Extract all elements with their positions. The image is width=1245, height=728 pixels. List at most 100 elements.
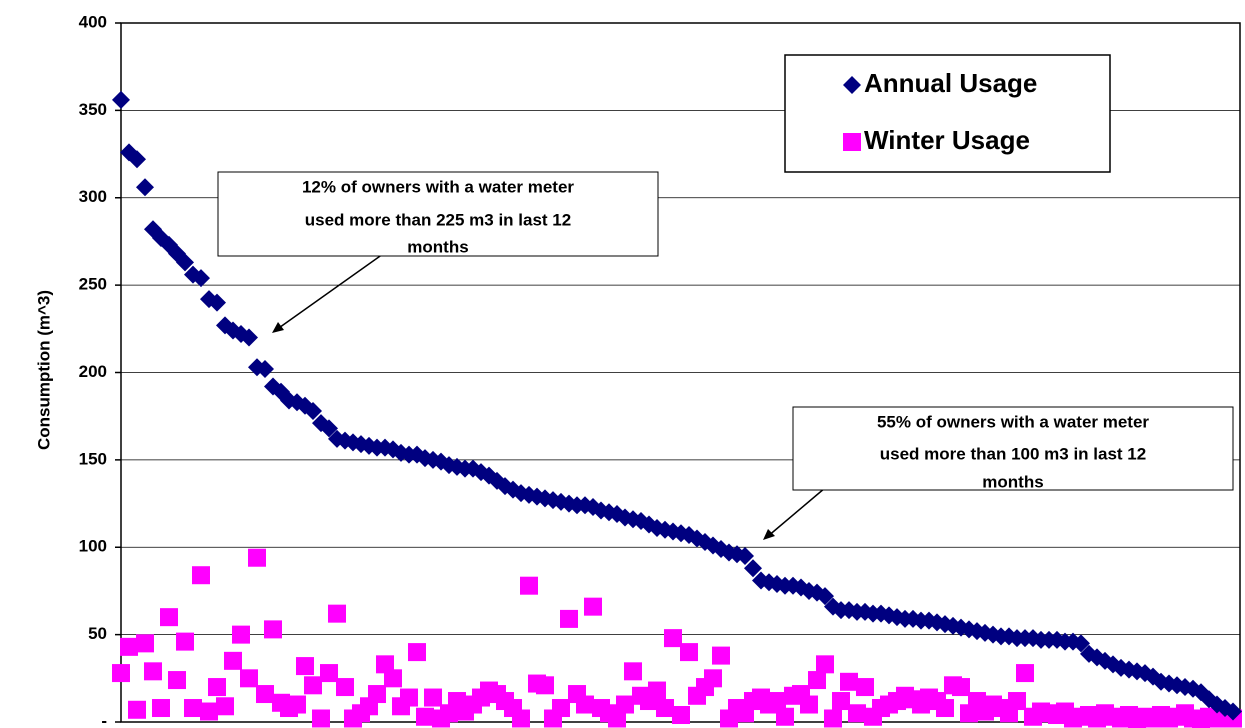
- square-marker: [552, 699, 570, 718]
- square-marker: [224, 651, 242, 670]
- y-tick-label: 350: [79, 100, 107, 119]
- square-marker: [424, 688, 442, 707]
- square-marker: [704, 669, 722, 688]
- annotation-text: 12% of owners with a water meter: [302, 177, 574, 196]
- legend-label: Winter Usage: [864, 125, 1030, 155]
- y-tick-label: 100: [79, 537, 107, 556]
- y-tick-label: 250: [79, 275, 107, 294]
- square-marker: [576, 695, 594, 714]
- diamond-marker: [843, 76, 861, 94]
- square-marker: [800, 695, 818, 714]
- square-marker: [664, 629, 682, 648]
- diamond-marker: [136, 178, 154, 197]
- square-marker: [288, 695, 306, 714]
- square-marker: [336, 678, 354, 697]
- diamond-marker: [208, 293, 226, 312]
- annotation-text: months: [982, 472, 1043, 491]
- square-marker: [216, 697, 234, 716]
- square-marker: [112, 664, 130, 683]
- square-marker: [843, 133, 861, 151]
- legend-label: Annual Usage: [864, 68, 1037, 98]
- square-marker: [328, 604, 346, 623]
- annotation-box: [792, 406, 1234, 491]
- square-marker: [824, 709, 842, 728]
- annotation-text: used more than 225 m3 in last 12: [305, 210, 571, 229]
- square-marker: [808, 671, 826, 690]
- annotation-text: used more than 100 m3 in last 12: [880, 444, 1146, 463]
- square-marker: [256, 685, 274, 704]
- square-marker: [208, 678, 226, 697]
- square-marker: [512, 709, 530, 728]
- square-marker: [200, 702, 218, 721]
- square-marker: [584, 597, 602, 616]
- square-marker: [408, 643, 426, 662]
- square-marker: [192, 566, 210, 585]
- diamond-marker: [304, 401, 322, 420]
- square-marker: [176, 632, 194, 651]
- square-marker: [560, 609, 578, 628]
- square-marker: [680, 643, 698, 662]
- diamond-marker: [816, 587, 834, 606]
- annotation-arrow: [275, 253, 384, 331]
- y-tick-label: 400: [79, 12, 107, 31]
- y-tick-label: 150: [79, 449, 107, 468]
- diamond-marker: [320, 419, 338, 438]
- square-marker: [672, 706, 690, 725]
- y-tick-label: 200: [79, 362, 107, 381]
- square-marker: [616, 695, 634, 714]
- square-marker: [240, 669, 258, 688]
- square-marker: [840, 672, 858, 691]
- annotation-arrow: [766, 487, 826, 538]
- square-marker: [848, 704, 866, 723]
- square-marker: [768, 692, 786, 711]
- annotation-arrowhead: [763, 529, 775, 540]
- legend-box: [784, 54, 1111, 173]
- square-marker: [384, 669, 402, 688]
- diamond-marker: [112, 90, 130, 109]
- diamond-marker: [240, 328, 258, 347]
- square-marker: [304, 676, 322, 695]
- square-marker: [120, 637, 138, 656]
- square-marker: [368, 685, 386, 704]
- square-marker: [152, 699, 170, 718]
- square-marker: [232, 625, 250, 644]
- diamond-marker: [128, 150, 146, 169]
- y-axis-label: Consumption (m^3): [34, 290, 53, 450]
- y-tick-label: -: [101, 711, 107, 728]
- annotation-box: [217, 171, 659, 257]
- square-marker: [264, 620, 282, 639]
- diamond-marker: [176, 253, 194, 272]
- square-marker: [776, 707, 794, 726]
- square-marker: [296, 657, 314, 676]
- square-marker: [400, 688, 418, 707]
- y-tick-label: 300: [79, 187, 107, 206]
- square-marker: [128, 700, 146, 719]
- square-marker: [248, 548, 266, 567]
- diamond-marker: [736, 546, 754, 565]
- square-marker: [160, 608, 178, 627]
- annotation-text: 55% of owners with a water meter: [877, 412, 1149, 431]
- square-marker: [144, 662, 162, 681]
- square-marker: [608, 709, 626, 728]
- square-marker: [952, 678, 970, 697]
- diamond-marker: [1072, 634, 1090, 653]
- square-marker: [168, 671, 186, 690]
- diamond-marker: [168, 244, 186, 263]
- square-marker: [184, 699, 202, 718]
- square-marker: [536, 676, 554, 695]
- square-marker: [1016, 664, 1034, 683]
- square-marker: [936, 699, 954, 718]
- diamond-marker: [744, 559, 762, 578]
- square-marker: [320, 664, 338, 683]
- square-marker: [136, 634, 154, 653]
- square-marker: [648, 681, 666, 700]
- annotation-arrowhead: [272, 322, 284, 333]
- annotation-text: months: [407, 237, 468, 256]
- diamond-marker: [256, 360, 274, 379]
- y-tick-label: 50: [88, 624, 107, 643]
- square-marker: [312, 709, 330, 728]
- diamond-marker: [1224, 702, 1242, 721]
- square-marker: [624, 662, 642, 681]
- square-marker: [856, 678, 874, 697]
